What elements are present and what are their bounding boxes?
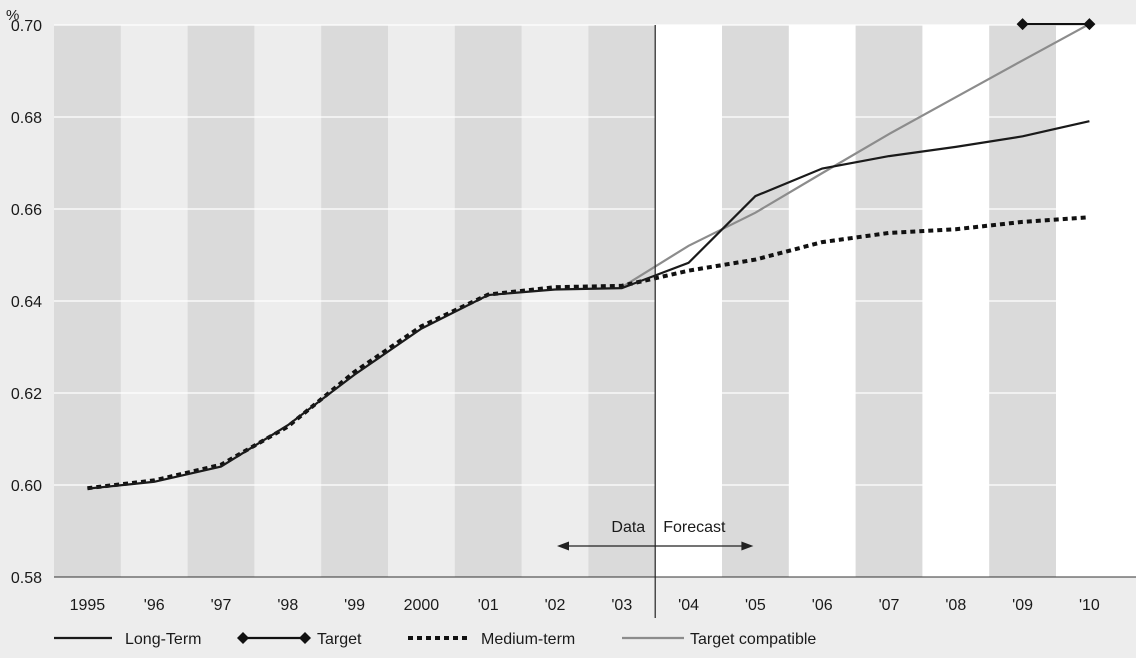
legend-label-target: Target [317, 631, 362, 648]
x-tick-label: '09 [1012, 597, 1033, 614]
x-tick-label: 2000 [404, 597, 440, 614]
x-tick-label: '98 [277, 597, 298, 614]
y-tick-label: 0.64 [11, 294, 42, 311]
series-point-target [1016, 18, 1029, 31]
x-tick-label: '99 [344, 597, 365, 614]
series-point-target [1083, 18, 1096, 31]
x-tick-label: '08 [945, 597, 966, 614]
series-line-target-compatible [621, 23, 1090, 289]
y-tick-label: 0.58 [11, 570, 42, 587]
annotation-arrowhead-left [557, 541, 569, 551]
series-line-long-term [87, 120, 1090, 490]
x-tick-label: '10 [1079, 597, 1100, 614]
y-tick-label: 0.68 [11, 110, 42, 127]
legend-label-medium-term: Medium-term [481, 631, 575, 648]
x-tick-label: '02 [545, 597, 566, 614]
legend-marker-target [299, 632, 311, 644]
x-tick-label: 1995 [70, 597, 106, 614]
legend-label-long-term: Long-Term [125, 631, 201, 648]
x-tick-label: '05 [745, 597, 766, 614]
x-tick-label: '96 [144, 597, 165, 614]
y-tick-label: 0.70 [11, 18, 42, 35]
series-lines [87, 18, 1096, 491]
x-tick-label: '04 [678, 597, 699, 614]
annotation-forecast-label: Forecast [663, 519, 726, 536]
x-tick-label: '07 [879, 597, 900, 614]
y-unit-label: % [6, 7, 19, 24]
axes: 0.58 0.60 0.62 0.64 0.66 0.68 0.70% 1995 '96 '97 '… [6, 7, 1136, 618]
y-tick-label: 0.66 [11, 202, 42, 219]
legend-marker-target [237, 632, 249, 644]
x-tick-label: '01 [478, 597, 499, 614]
x-tick-label: '03 [611, 597, 632, 614]
legend-label-target-compatible: Target compatible [690, 631, 816, 648]
data-forecast-annotation: Data Forecast [557, 519, 754, 551]
y-tick-label: 0.60 [11, 478, 42, 495]
x-tick-label: '97 [211, 597, 232, 614]
x-tick-label: '06 [812, 597, 833, 614]
legend: Long-Term Target Medium-term Target compati… [54, 631, 816, 648]
annotation-data-label: Data [611, 519, 645, 536]
annotation-arrowhead-right [741, 541, 754, 551]
y-tick-label: 0.62 [11, 386, 42, 403]
gridlines [54, 24, 1136, 486]
